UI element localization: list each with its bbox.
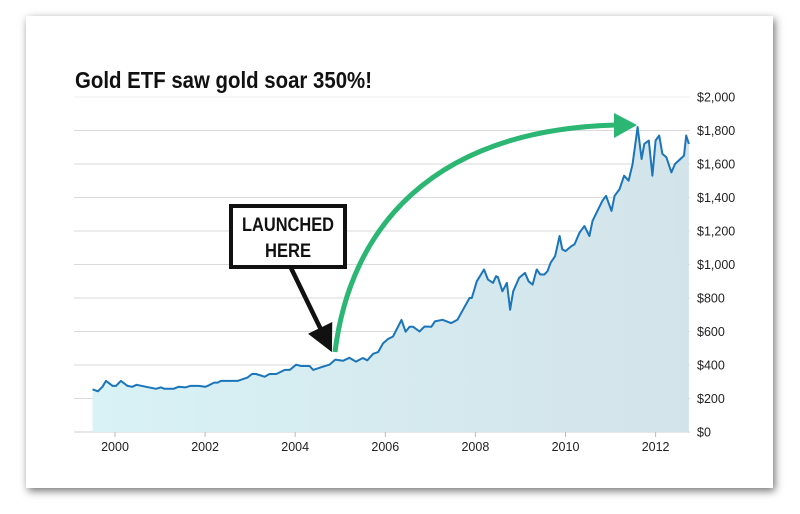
green-arrow-curve	[332, 122, 617, 353]
area-fill	[92, 127, 689, 432]
price-line	[92, 126, 690, 393]
y-tick-label: $200	[697, 392, 725, 406]
x-axis: 2000 2002 2004 2006 2008 2010 2012	[101, 432, 670, 454]
y-tick-label: $1,200	[697, 225, 735, 239]
x-tick-label: 2002	[191, 440, 219, 454]
chart-title: Gold ETF saw gold soar 350%!	[75, 67, 372, 93]
x-tick-label: 2008	[461, 440, 489, 454]
y-tick-label: $800	[697, 292, 725, 306]
callout-box	[229, 204, 347, 269]
x-tick-label: 2004	[281, 440, 309, 454]
gold-price-chart: Gold ETF saw gold soar 350%! $0$200$400$…	[74, 67, 735, 454]
y-tick-label: $400	[697, 359, 725, 373]
launched-callout: LAUNCHED HERE	[229, 204, 347, 353]
y-tick-label: $1,800	[697, 124, 735, 138]
y-tick-label: $600	[697, 325, 725, 339]
green-arrow-head-icon	[614, 113, 637, 138]
callout-line-1: LAUNCHED	[242, 215, 334, 236]
x-tick-label: 2000	[101, 440, 129, 454]
x-tick-label: 2012	[642, 440, 670, 454]
y-axis: $0 $200 $400 $600 $800 $1,000 $1,200 $1,400 $1,6…	[697, 91, 735, 440]
y-tick-label: $1,600	[697, 158, 735, 172]
chart-card: Gold ETF saw gold soar 350%! $0 $200 $400 $…	[26, 16, 773, 488]
black-arrow-icon	[288, 267, 333, 353]
y-tick-label: $1,400	[697, 191, 735, 205]
x-tick-label: 2006	[371, 440, 399, 454]
callout-line-2: HERE	[265, 241, 311, 262]
y-tick-label: $1,000	[697, 258, 735, 272]
y-tick-label: $0	[697, 426, 711, 440]
x-tick-label: 2010	[552, 440, 580, 454]
y-tick-label: $2,000	[697, 91, 735, 105]
growth-arrow	[332, 113, 637, 353]
